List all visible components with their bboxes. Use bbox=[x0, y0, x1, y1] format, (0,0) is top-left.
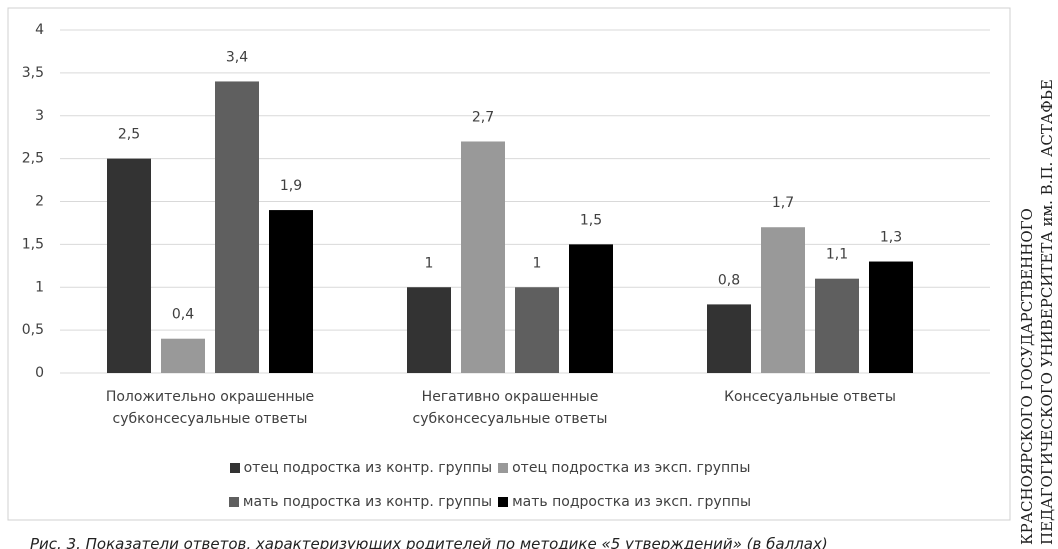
bar bbox=[569, 244, 613, 373]
bar bbox=[107, 158, 151, 373]
legend-item: мать подростка из эксп. группы bbox=[498, 485, 751, 519]
bar bbox=[515, 287, 559, 373]
data-label: 3,4 bbox=[226, 49, 248, 65]
legend-swatch bbox=[498, 463, 509, 473]
bar bbox=[815, 278, 859, 373]
x-tick-label: Негативно окрашенные субконсесуальные от… bbox=[412, 389, 608, 427]
bar bbox=[461, 141, 505, 373]
y-tick-label: 0,5 bbox=[22, 322, 44, 338]
bar bbox=[869, 261, 913, 373]
legend-label: мать подростка из контр. группы bbox=[242, 494, 493, 510]
y-tick-label: 3 bbox=[35, 108, 44, 124]
data-label: 1 bbox=[533, 255, 542, 271]
y-tick-label: 2,5 bbox=[22, 151, 44, 167]
x-tick-label: Положительно окрашенные субконсесуальные… bbox=[105, 389, 315, 427]
data-label: 1,9 bbox=[280, 178, 302, 194]
data-label: 2,5 bbox=[118, 127, 140, 143]
legend-label: отец подростка из эксп. группы bbox=[512, 460, 751, 476]
side-text: ПЕДАГОГИЧЕСКОГО УНИВЕРСИТЕТА им. В.П. АС… bbox=[1038, 79, 1056, 545]
legend-item: отец подростка из эксп. группы bbox=[498, 451, 750, 485]
data-label: 1,3 bbox=[880, 230, 902, 246]
data-label: 1,5 bbox=[580, 212, 602, 228]
data-label: 1 bbox=[425, 255, 434, 271]
y-tick-label: 0 bbox=[35, 365, 44, 381]
caption: Рис. 3. Показатели ответов, характеризую… bbox=[30, 535, 828, 549]
legend-label: мать подростка из эксп. группы bbox=[512, 494, 752, 510]
y-tick-label: 1,5 bbox=[22, 236, 44, 252]
bar bbox=[215, 81, 259, 373]
legend-label: отец подростка из контр. группы bbox=[243, 460, 493, 476]
side-text: КРАСНОЯРСКОГО ГОСУДАРСТВЕННОГО bbox=[1018, 208, 1036, 545]
y-tick-label: 4 bbox=[35, 22, 44, 38]
y-tick-label: 3,5 bbox=[22, 65, 44, 81]
data-label: 2,7 bbox=[472, 109, 494, 125]
bar bbox=[707, 304, 751, 373]
legend-item: мать подростка из контр. группы bbox=[228, 485, 493, 519]
bar bbox=[161, 338, 205, 373]
bar bbox=[761, 227, 805, 373]
x-tick-label: Консесуальные ответы bbox=[724, 389, 896, 405]
data-label: 0,8 bbox=[718, 272, 740, 288]
legend-swatch bbox=[498, 497, 509, 507]
chart-border bbox=[7, 7, 1011, 521]
data-label: 1,1 bbox=[826, 247, 848, 263]
bar bbox=[407, 287, 451, 373]
legend-swatch bbox=[229, 463, 240, 473]
legend: отец подростка из контр. группы отец подр… bbox=[100, 451, 880, 519]
y-tick-label: 1 bbox=[35, 279, 44, 295]
data-label: 0,4 bbox=[172, 307, 194, 323]
data-label: 1,7 bbox=[772, 195, 794, 211]
bar bbox=[269, 210, 313, 373]
y-tick-label: 2 bbox=[35, 194, 44, 210]
legend-item: отец подростка из контр. группы bbox=[229, 451, 493, 485]
legend-swatch bbox=[228, 497, 239, 507]
